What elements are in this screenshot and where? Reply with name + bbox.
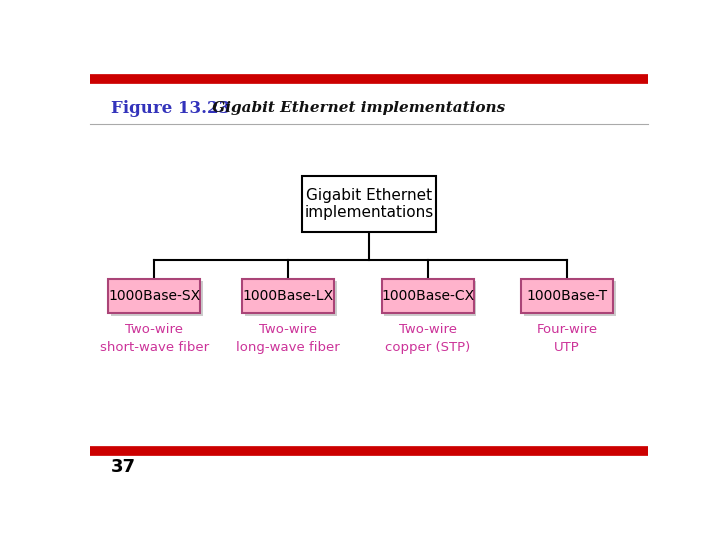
Text: 1000Base-LX: 1000Base-LX [243, 288, 333, 302]
FancyBboxPatch shape [108, 279, 200, 313]
FancyBboxPatch shape [111, 281, 203, 315]
FancyBboxPatch shape [521, 279, 613, 313]
FancyBboxPatch shape [242, 279, 334, 313]
Text: 37: 37 [111, 458, 136, 476]
Text: 1000Base-T: 1000Base-T [526, 288, 608, 302]
Text: Figure 13.23: Figure 13.23 [111, 100, 230, 117]
Text: Gigabit Ethernet implementations: Gigabit Ethernet implementations [207, 102, 505, 116]
Text: 1000Base-SX: 1000Base-SX [108, 288, 200, 302]
Text: Gigabit Ethernet
implementations: Gigabit Ethernet implementations [305, 188, 433, 220]
FancyBboxPatch shape [384, 281, 477, 315]
FancyBboxPatch shape [245, 281, 337, 315]
Text: Two-wire
long-wave fiber: Two-wire long-wave fiber [236, 323, 340, 354]
FancyBboxPatch shape [524, 281, 616, 315]
Text: Two-wire
short-wave fiber: Two-wire short-wave fiber [99, 323, 209, 354]
Text: Two-wire
copper (STP): Two-wire copper (STP) [385, 323, 470, 354]
FancyBboxPatch shape [382, 279, 474, 313]
FancyBboxPatch shape [302, 176, 436, 232]
Text: 1000Base-CX: 1000Base-CX [381, 288, 474, 302]
Text: Four-wire
UTP: Four-wire UTP [536, 323, 598, 354]
